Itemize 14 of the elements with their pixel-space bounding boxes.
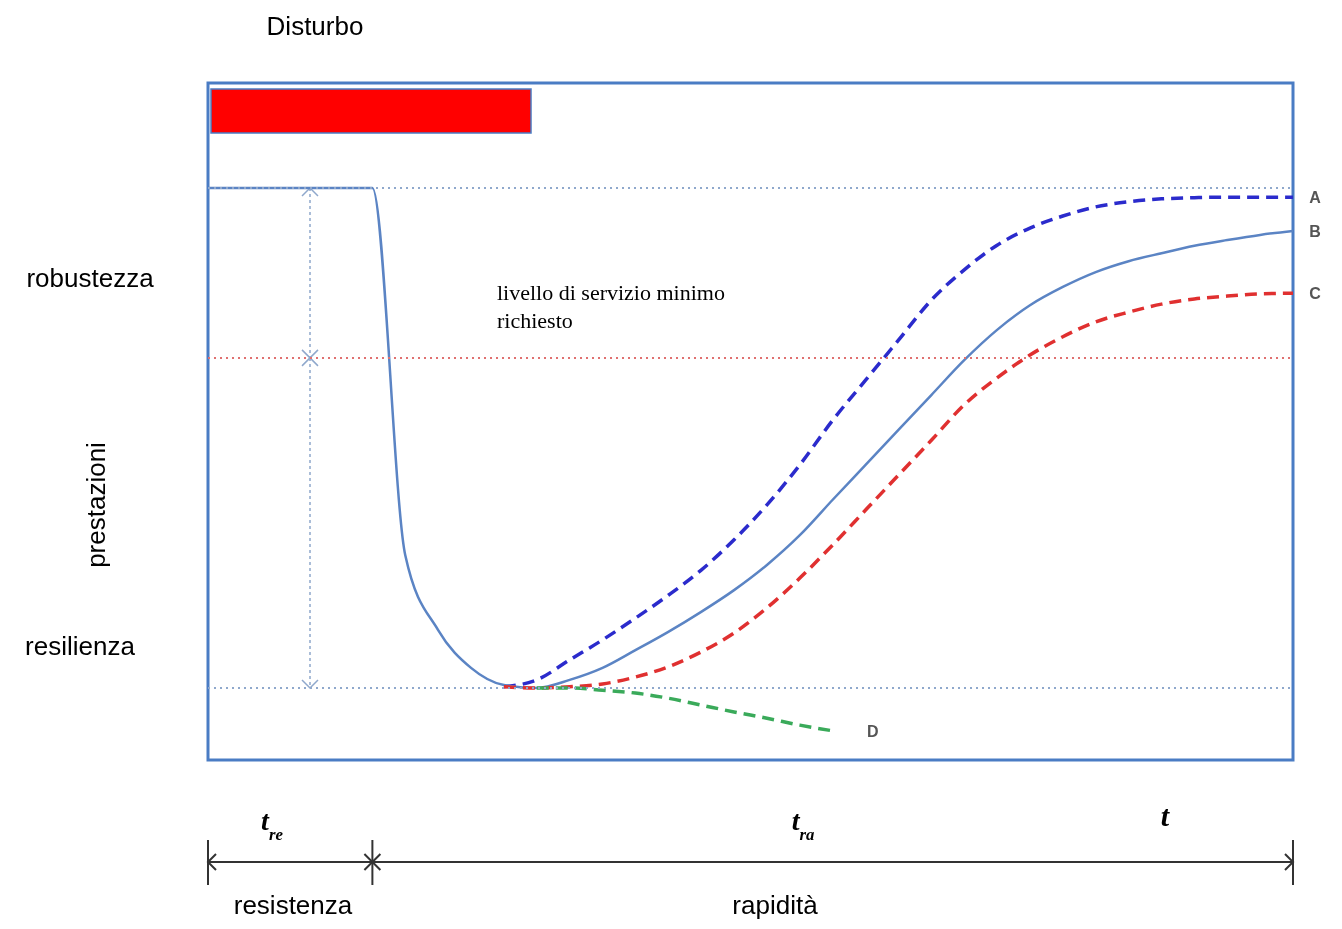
text: t$_{re}$ bbox=[261, 805, 284, 844]
series-label: B bbox=[1309, 222, 1321, 240]
y-axis-title: prestazioni bbox=[81, 442, 111, 568]
series-label: C bbox=[1309, 285, 1322, 303]
text: resilienza bbox=[25, 631, 136, 661]
text: t$_{ra}$ bbox=[791, 805, 815, 844]
series-label: A bbox=[1309, 189, 1322, 207]
text: robustezza bbox=[26, 263, 155, 293]
text: Disturbo bbox=[266, 11, 364, 41]
ref-line-label: livello di servizio minimo richiesto bbox=[497, 279, 725, 333]
text: D bbox=[866, 722, 879, 740]
text: t bbox=[1160, 799, 1171, 832]
text: rapidità bbox=[732, 890, 819, 920]
text: resistenza bbox=[233, 890, 353, 920]
